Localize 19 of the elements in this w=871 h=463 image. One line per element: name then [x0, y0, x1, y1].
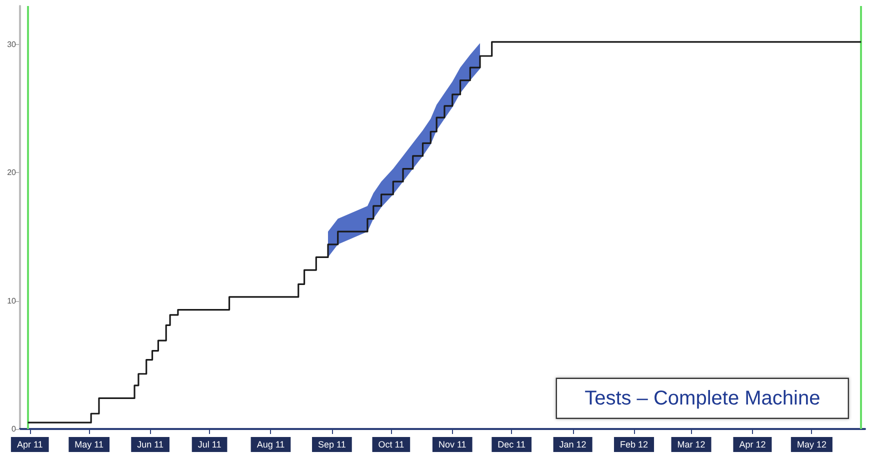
y-tick-label: 30: [7, 40, 17, 49]
y-tick-label: 10: [7, 296, 17, 306]
y-tick-label: 0: [12, 424, 17, 434]
x-tick-label: Nov 11: [438, 440, 466, 450]
annotation: Tests – Complete Machine: [584, 387, 820, 410]
x-tick-label: Jun 11: [137, 440, 164, 450]
x-tick-label: May 11: [74, 440, 104, 450]
x-tick-label: Aug 11: [256, 440, 285, 450]
x-tick-label: Apr 11: [16, 440, 43, 450]
x-tick-label: Feb 12: [620, 440, 648, 450]
x-tick-label: Jul 11: [198, 440, 222, 450]
x-tick-label: Jan 12: [559, 440, 586, 450]
x-tick-label: Oct 11: [378, 440, 404, 450]
x-tick-label: May 12: [796, 440, 826, 450]
y-tick-label: 20: [7, 168, 17, 178]
x-tick-label: Apr 12: [739, 440, 766, 450]
x-tick-label: Sep 11: [318, 440, 346, 450]
x-tick-label: Dec 11: [498, 440, 526, 450]
x-tick-label: Mar 12: [677, 440, 706, 450]
